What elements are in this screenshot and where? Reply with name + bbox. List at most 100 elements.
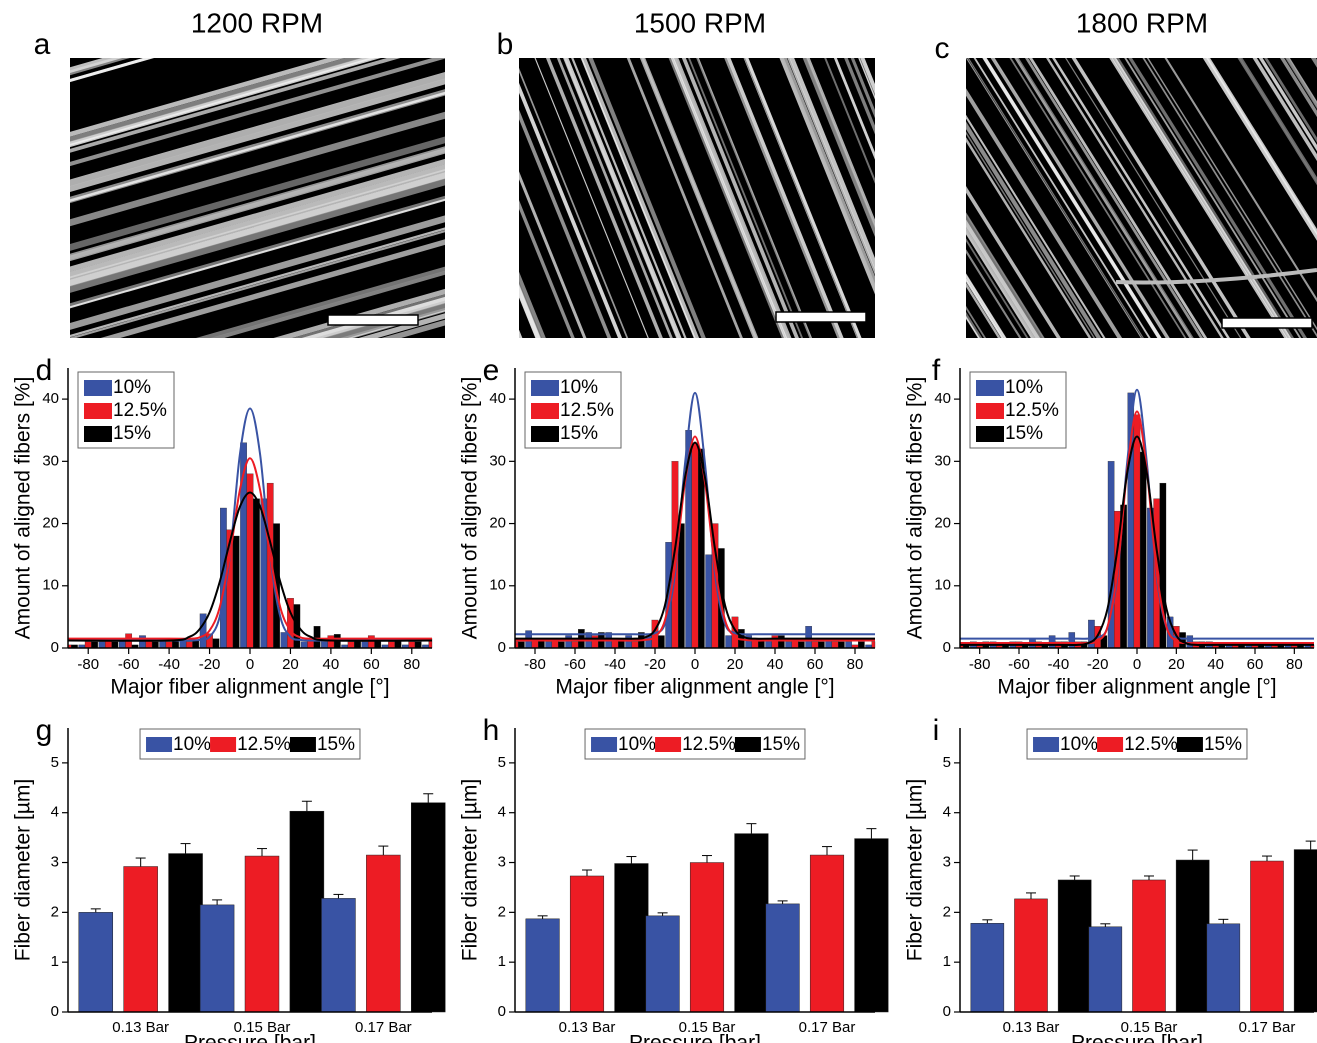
bar [831,641,839,649]
fiber [1024,58,1204,338]
fiber [802,58,875,238]
fiber [833,58,875,160]
fiber [70,198,445,309]
fit-curve [67,491,433,642]
y-tick-label: 5 [51,754,59,771]
column-title: 1200 RPM [191,7,323,38]
legend-swatch [1176,737,1203,752]
y-tick-label: 0 [943,639,951,656]
legend-label: 10% [1005,377,1043,398]
bar [111,641,119,649]
y-tick-label: 20 [42,515,59,532]
fiber [70,58,363,142]
y-tick-label: 20 [489,515,506,532]
y-axis-title: Fiber diameter [µm] [459,779,482,961]
scale-bar [327,314,419,326]
legend-label: 15% [762,734,800,755]
legend-label: 12.5% [1005,400,1059,421]
x-tick-label: 60 [363,656,380,673]
fiber [70,111,445,227]
legend-label: 15% [560,423,598,444]
fiber [787,58,875,276]
y-tick-label: 0 [943,1003,951,1020]
bar [970,923,1005,1013]
fiber-group [966,58,1317,338]
x-tick-label: 0.15 Bar [679,1019,736,1036]
fiber [696,58,812,338]
fiber [779,58,875,295]
fiber [966,227,1036,338]
fiber [581,58,700,338]
bar [1014,898,1048,1013]
panel-label: e [483,354,500,387]
bar [313,626,321,649]
panel-label: c [935,32,950,65]
fiber [1202,58,1317,241]
fiber [519,67,629,338]
bar [366,854,401,1013]
bar [1250,860,1284,1013]
x-tick-label: 80 [403,656,420,673]
bar [771,635,779,649]
x-tick-label: -40 [1047,656,1069,673]
fiber [1286,58,1317,108]
fiber [588,58,706,338]
legend-swatch [531,380,559,396]
fiber [743,58,859,338]
y-tick-label: 4 [51,804,59,821]
fiber [70,229,445,338]
fiber [670,58,788,338]
fit-curve [67,407,432,642]
fiber [70,227,445,338]
fit-curve [515,391,875,636]
fiber [519,171,587,338]
bar [321,898,356,1013]
bar [518,641,525,649]
bar [327,635,335,649]
legend-swatch [976,426,1004,442]
bar [631,641,639,649]
bar [765,903,800,1013]
fiber [1046,58,1224,338]
panel-label: b [497,28,514,61]
x-axis-title: Pressure [bar] [1071,1032,1203,1043]
bar [151,641,159,649]
y-tick-label: 3 [51,853,59,870]
x-tick-label: -20 [199,656,221,673]
bar [84,641,92,649]
fiber [990,58,1170,338]
x-tick-label: 20 [1168,656,1185,673]
x-axis-title: Major fiber alignment angle [°] [997,676,1276,699]
x-tick-label: -80 [77,656,99,673]
bar [408,641,416,649]
fiber [782,58,875,289]
legend-swatch [976,380,1004,396]
x-tick-label: 0.17 Bar [355,1019,412,1036]
bar [725,635,732,649]
y-tick-label: 30 [42,452,59,469]
x-tick-label: -80 [524,656,546,673]
fiber [1285,58,1317,110]
bar [798,641,805,649]
bar [854,838,889,1013]
panel-label: d [36,354,53,387]
x-tick-label: 0.13 Bar [1003,1019,1060,1036]
legend-label: 15% [113,423,151,444]
fiber [70,168,445,280]
x-tick-label: 20 [282,656,299,673]
fiber [70,77,445,192]
x-tick-label: -60 [1008,656,1030,673]
fiber [1142,58,1317,338]
fiber [519,199,575,338]
fiber [806,58,875,229]
fiber [966,238,1029,338]
bar [300,641,308,649]
y-tick-label: 4 [498,804,506,821]
bar [689,862,725,1013]
bar [734,833,769,1013]
bar [414,641,422,649]
fit-curve [514,435,875,642]
y-tick-label: 40 [489,390,506,407]
fiber [724,58,841,338]
